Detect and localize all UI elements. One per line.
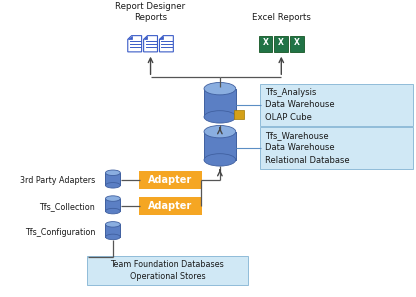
Ellipse shape xyxy=(106,222,120,227)
Text: Adapter: Adapter xyxy=(148,176,193,185)
Polygon shape xyxy=(144,36,148,40)
Ellipse shape xyxy=(106,196,120,201)
Bar xyxy=(204,132,236,160)
Ellipse shape xyxy=(204,154,236,166)
Polygon shape xyxy=(159,36,163,40)
Text: Tfs_Configuration: Tfs_Configuration xyxy=(25,228,95,236)
FancyBboxPatch shape xyxy=(260,84,413,126)
Text: Tfs_Collection: Tfs_Collection xyxy=(40,202,95,211)
FancyBboxPatch shape xyxy=(260,127,413,169)
Ellipse shape xyxy=(204,125,236,138)
Polygon shape xyxy=(144,36,158,52)
Ellipse shape xyxy=(106,234,120,240)
Polygon shape xyxy=(128,36,141,52)
Polygon shape xyxy=(159,36,173,52)
Text: Team Foundation Databases
Operational Stores: Team Foundation Databases Operational St… xyxy=(111,260,224,281)
Text: X: X xyxy=(294,38,300,47)
Text: Tfs_Warehouse
Data Warehouse
Relational Database: Tfs_Warehouse Data Warehouse Relational … xyxy=(265,131,350,165)
Ellipse shape xyxy=(106,208,120,214)
Ellipse shape xyxy=(204,111,236,123)
FancyBboxPatch shape xyxy=(139,197,202,215)
Bar xyxy=(106,199,120,211)
Bar xyxy=(106,224,120,237)
Bar xyxy=(204,89,236,117)
FancyBboxPatch shape xyxy=(87,256,248,285)
Text: Adapter: Adapter xyxy=(148,201,193,211)
Text: X: X xyxy=(278,38,284,47)
Text: X: X xyxy=(262,38,268,47)
Ellipse shape xyxy=(106,170,120,176)
Polygon shape xyxy=(128,36,131,40)
FancyBboxPatch shape xyxy=(290,36,304,52)
Text: 3rd Party Adapters: 3rd Party Adapters xyxy=(20,176,95,185)
Ellipse shape xyxy=(204,83,236,95)
FancyBboxPatch shape xyxy=(275,36,288,52)
Text: Tfs_Analysis
Data Warehouse
OLAP Cube: Tfs_Analysis Data Warehouse OLAP Cube xyxy=(265,88,335,122)
Text: Report Designer
Reports: Report Designer Reports xyxy=(116,2,186,22)
FancyBboxPatch shape xyxy=(139,171,202,189)
FancyBboxPatch shape xyxy=(258,36,272,52)
Ellipse shape xyxy=(106,183,120,188)
Bar xyxy=(234,110,244,119)
Bar xyxy=(106,173,120,185)
Text: Excel Reports: Excel Reports xyxy=(252,13,311,22)
